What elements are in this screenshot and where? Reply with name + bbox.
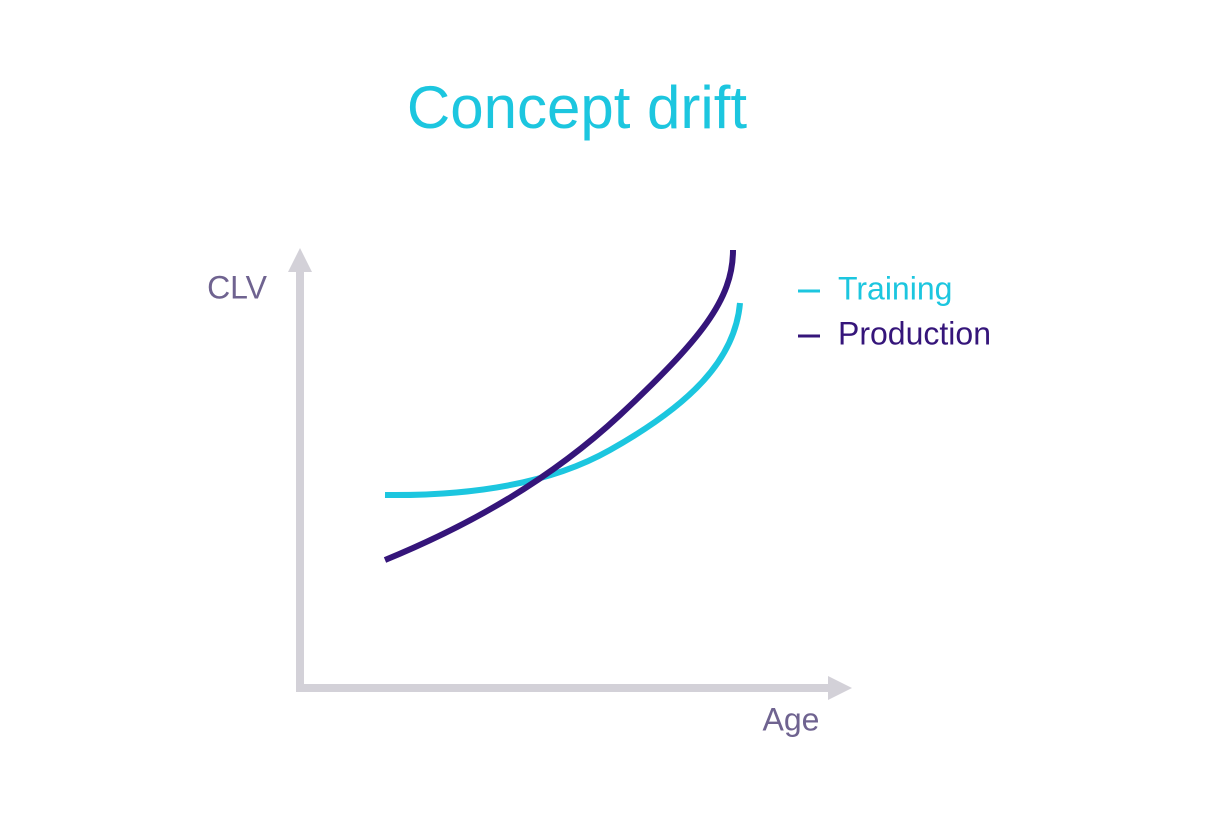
legend: Training Production — [798, 270, 991, 351]
title: Concept drift — [407, 74, 747, 141]
legend-label: Training — [838, 270, 952, 306]
training-curve — [384, 302, 743, 499]
x-axis-arrow — [828, 676, 852, 700]
y-axis-label: CLV — [207, 269, 268, 305]
legend-label: Production — [838, 315, 991, 351]
y-axis-arrow — [288, 248, 312, 272]
x-axis-label: Age — [763, 701, 820, 737]
production-curve — [383, 249, 736, 563]
axes — [288, 248, 852, 700]
